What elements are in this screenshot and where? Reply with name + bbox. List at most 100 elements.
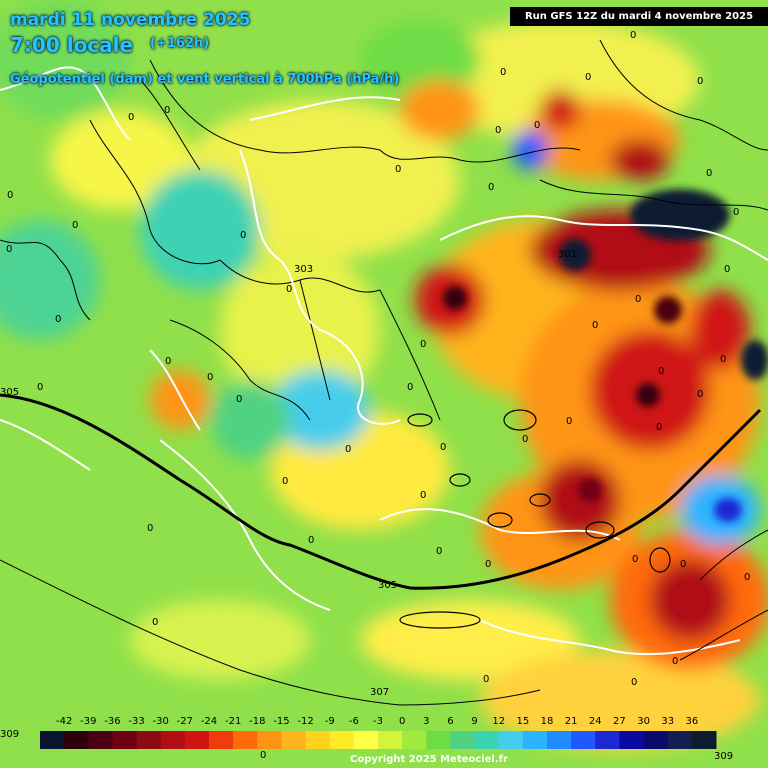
legend-swatch [160,731,186,749]
color-legend: -42 -39 -36 -33 -30 -27 -24 -21 -18 -15 -12 -9 -6 -3 0… [40,716,717,749]
zero-isoline-label: 0 [7,190,13,201]
zero-isoline-label: 0 [55,314,61,325]
contour-label-309-east: 309 [714,751,733,762]
legend-swatch [353,731,379,749]
legend-swatch [40,731,65,749]
zero-isoline-label: 0 [260,750,266,761]
contour-label-307: 307 [370,687,389,698]
zero-isoline-label: 0 [165,356,171,367]
zero-isoline-label: 0 [733,207,739,218]
legend-swatch [136,731,162,749]
legend-tick-label: 15 [516,716,529,727]
legend-tick-label: -21 [225,716,241,727]
extreme-cores [443,189,768,522]
legend-tick-label: 3 [423,716,429,727]
legend-swatch [378,731,403,749]
legend-tick-label: 9 [471,716,477,727]
zero-isoline-label: 0 [407,382,413,393]
legend-tick-label: 18 [541,716,554,727]
copyright-text: Copyright 2025 Meteociel.fr [350,754,508,765]
zero-isoline-label: 0 [395,164,401,175]
zero-isoline-label: 0 [697,389,703,400]
run-info-box: Run GFS 12Z du mardi 4 novembre 2025 [510,7,768,26]
zero-isoline-label: 0 [128,112,134,123]
legend-tick-label: -27 [177,716,193,727]
zero-isoline-label: 0 [440,442,446,453]
zero-isoline-label: 0 [37,382,43,393]
contour-label-301: 301 [558,249,577,260]
legend-swatch [522,731,548,749]
zero-isoline-label: 0 [630,30,636,41]
zero-isoline-label: 0 [672,656,678,667]
legend-tick-label: 36 [685,716,698,727]
zero-isoline-label: 0 [147,523,153,534]
legend-swatch [426,731,451,749]
legend-swatch [619,731,645,749]
legend-tick-label: -39 [80,716,96,727]
legend-tick-label: -18 [249,716,265,727]
zero-isoline-label: 0 [585,72,591,83]
legend-tick-label: -30 [153,716,169,727]
contour-label-305-west: 305 [0,387,19,398]
vertical-wind-zero-labels: 0 0 0 0 0 0 0 0 0 0 0 0 0 0 0 0 0 0 0 0 0 0 0 0 0 0 0 0 0 0 0 0 0 0 0 0 0 0 0 0… [6,30,750,761]
legend-tick-label: 0 [399,716,405,727]
forecast-local-time: 7:00 locale [10,33,134,57]
zero-isoline-label: 0 [286,284,292,295]
legend-swatch [571,731,596,749]
legend-swatch [209,731,234,749]
legend-tick-label: -15 [273,716,289,727]
legend-tick-label: -12 [297,716,313,727]
zero-isoline-label: 0 [522,434,528,445]
contour-labels: 301 303 305 305 307 309 309 [0,249,733,762]
zero-isoline-label: 0 [420,339,426,350]
legend-tick-label: -42 [56,716,72,727]
legend-tick-label: 6 [447,716,453,727]
contour-label-303: 303 [294,264,313,275]
legend-swatch [64,731,89,749]
zero-isoline-label: 0 [72,220,78,231]
zero-isoline-label: 0 [631,677,637,688]
zero-isoline-label: 0 [485,559,491,570]
legend-swatches [40,731,717,749]
zero-isoline-label: 0 [592,320,598,331]
legend-swatch [329,731,355,749]
zero-isoline-label: 0 [632,554,638,565]
country-borders [0,39,768,421]
legend-swatch [450,731,476,749]
legend-tick-label: 12 [492,716,505,727]
forecast-offset: (+162h) [150,36,210,51]
zero-isoline-label: 0 [436,546,442,557]
parameter-title: Géopotentiel (dam) et vent vertical à 70… [10,72,400,87]
legend-swatch [547,731,572,749]
zero-isoline-label: 0 [495,125,501,136]
legend-tick-label: -9 [325,716,335,727]
zero-isoline-label: 0 [706,168,712,179]
legend-tick-labels: -42 -39 -36 -33 -30 -27 -24 -21 -18 -15 -12 -9 -6 -3 0… [56,716,698,727]
legend-tick-label: -3 [373,716,383,727]
legend-tick-label: 33 [661,716,674,727]
zero-isoline-label: 0 [635,294,641,305]
zero-isoline-label: 0 [236,394,242,405]
zero-isoline-label: 0 [534,120,540,131]
zero-isoline-label: 0 [720,354,726,365]
zero-isoline-label: 0 [164,105,170,116]
legend-tick-label: 30 [637,716,650,727]
legend-swatch [184,731,210,749]
zero-isoline-label: 0 [240,230,246,241]
zero-isoline-label: 0 [566,416,572,427]
legend-swatch [281,731,307,749]
contour-label-309-west: 309 [0,729,19,740]
zero-isoline-label: 0 [724,264,730,275]
zero-isoline-label: 0 [500,67,506,78]
legend-tick-label: -36 [104,716,120,727]
legend-swatch [691,731,717,749]
forecast-date: mardi 11 novembre 2025 [10,10,251,30]
zero-isoline-label: 0 [152,617,158,628]
zero-isoline-label: 0 [308,535,314,546]
legend-swatch [595,731,620,749]
legend-tick-label: -33 [128,716,144,727]
legend-swatch [402,731,427,749]
vertical-wind-field [0,0,768,750]
